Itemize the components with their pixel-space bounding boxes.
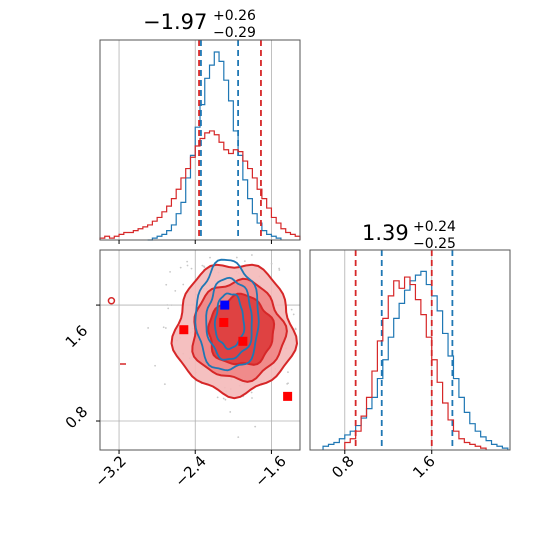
scatter-point [167,307,170,310]
title-top-left-sup: +0.26 [213,8,256,24]
x-tick-label: −3.2 [91,452,129,490]
scatter-point [163,383,166,386]
title-bottom-right-sub: −0.25 [413,236,456,252]
title-bottom-right-value: 1.39 [362,221,409,245]
blue-contour [194,258,260,372]
blue-contour [213,292,246,351]
histogram-series [322,270,509,450]
scatter-point [216,396,219,399]
red-marker [283,391,293,401]
x-tick-labels-right: 0.8 1.6 [328,452,439,482]
scatter-point [250,391,253,394]
y-tick-label: 1.6 [62,322,92,352]
scatter-point [222,397,225,400]
scatter-point [179,266,182,269]
title-top-left: −1.97 +0.26 −0.29 [143,8,256,41]
title-top-left-sub: −0.29 [213,25,256,41]
scatter-point [251,397,253,399]
scatter-point [294,327,297,330]
scatter-point [290,308,293,311]
histogram-series [344,276,487,450]
axes-frame [99,249,301,451]
red-contour-fragment [107,296,116,305]
x-tick-label: −2.4 [171,452,209,490]
y-tick-label: 0.8 [62,403,92,433]
scatter-point [203,266,206,269]
scatter-point [162,326,165,329]
scatter-point [201,264,204,267]
scatter-point [164,327,167,329]
title-top-left-value: −1.97 [143,10,207,34]
scatter-point [224,398,227,401]
axes-frame [309,249,511,451]
red-marker [179,325,189,335]
scatter-point [250,254,253,256]
panel-bottom-right-histogram [309,249,511,454]
title-bottom-right: 1.39 +0.24 −0.25 [362,219,456,252]
scatter-point [170,304,173,307]
scatter-point [209,256,211,259]
scatter-point [254,425,257,428]
scatter-point [169,271,171,273]
panel-bottom-left-contour [96,249,301,454]
scatter-point [229,411,232,413]
scatter-point [278,269,281,271]
scatter-point [147,327,150,329]
title-bottom-right-sup: +0.24 [413,219,456,235]
scatter-point [270,262,273,265]
scatter-point [186,260,189,263]
scatter-point [243,260,246,263]
scatter-point [154,364,156,367]
scatter-point [287,371,289,374]
scatter-point [287,382,289,385]
scatter-point [190,267,193,270]
x-tick-label: 1.6 [409,452,439,482]
scatter-point [235,256,238,259]
y-tick-labels-left: 1.6 0.8 [62,322,92,433]
scatter-point [174,289,177,292]
red-marker [238,336,248,346]
x-tick-label: 0.8 [328,452,358,482]
scatter-point [166,304,169,306]
x-tick-labels-left: −3.2 −2.4 −1.6 [91,452,289,490]
panel-top-left-histogram [99,39,301,244]
scatter-point [165,283,168,286]
scatter-point [186,264,189,267]
axes-frame [99,39,301,241]
scatter-point [237,436,240,439]
scatter-point [278,267,281,270]
blue-contour [205,276,253,361]
x-tick-label: −1.6 [251,452,289,490]
red-marker [219,317,229,327]
blue-marker [220,300,230,310]
scatter-point [182,283,185,286]
scatter-point [292,313,295,316]
histogram-series [99,130,301,240]
